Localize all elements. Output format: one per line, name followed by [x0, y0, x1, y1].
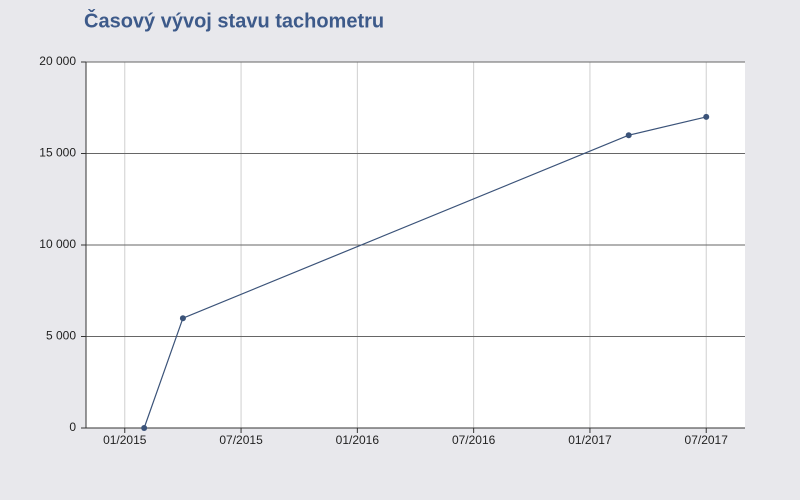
data-point — [141, 425, 148, 431]
y-tick-label: 0 — [69, 420, 76, 434]
y-tick-label: 20 000 — [39, 54, 76, 68]
x-tick-label: 07/2015 — [219, 433, 263, 447]
y-tick-label: 15 000 — [39, 146, 76, 160]
y-tick-label: 10 000 — [39, 237, 76, 251]
x-tick-label: 01/2017 — [568, 433, 612, 447]
y-tick-label: 5 000 — [46, 329, 76, 343]
x-tick-label: 07/2017 — [685, 433, 729, 447]
series-line — [143, 116, 707, 429]
data-point — [179, 315, 186, 322]
data-point — [625, 132, 632, 139]
x-tick-label: 01/2015 — [103, 433, 147, 447]
data-point — [703, 113, 710, 120]
x-tick-label: 07/2016 — [452, 433, 496, 447]
x-tick-label: 01/2016 — [336, 433, 380, 447]
chart-title: Časový vývoj stavu tachometru — [84, 8, 384, 32]
